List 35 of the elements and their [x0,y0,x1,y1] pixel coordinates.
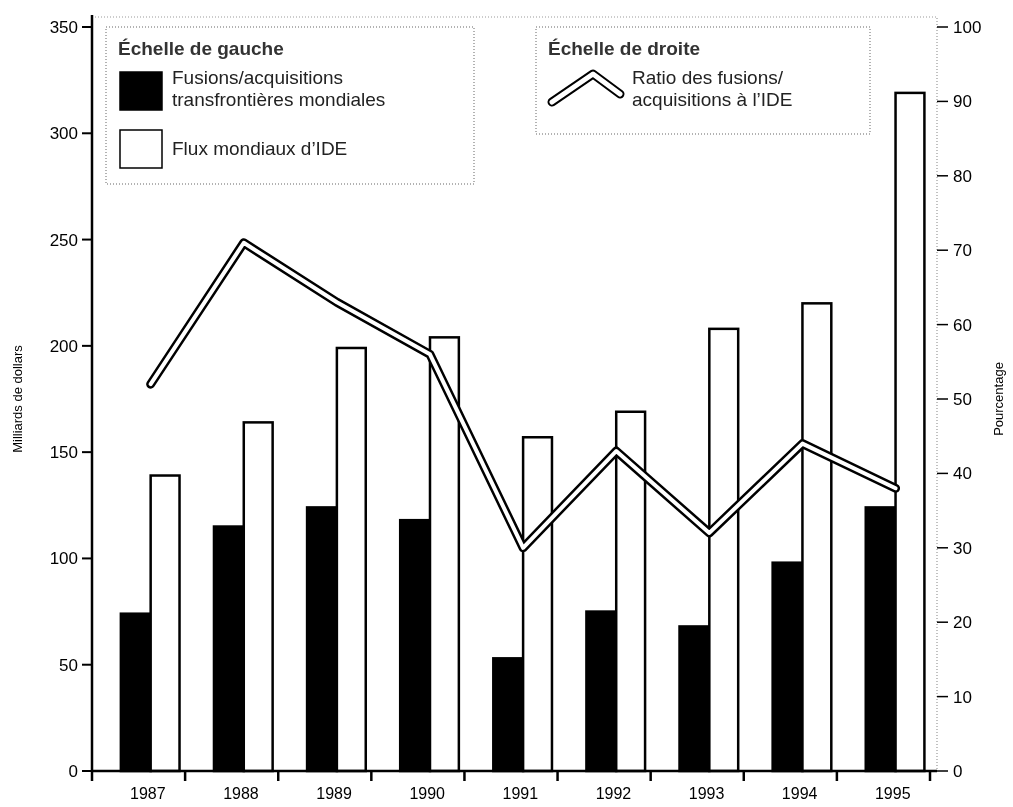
x-tick-label: 1991 [502,785,539,802]
x-tick-label: 1989 [316,785,352,802]
y2-tick-label: 70 [953,241,972,261]
y2-tick-label: 60 [953,315,972,335]
y-tick-label: 350 [49,17,78,37]
y-axis-title: Milliards de dollars [10,344,25,453]
y2-tick-label: 0 [953,761,963,781]
x-tick-label: 1988 [223,785,259,802]
y-tick-label: 200 [49,336,78,356]
y2-tick-label: 50 [953,389,972,409]
x-tick-label: 1992 [595,785,632,802]
annotation: Échelle de droite [548,38,701,59]
x-tick-label: 1990 [409,785,446,802]
y2-tick-label: 40 [953,464,972,484]
x-tick-label: 1987 [130,785,166,802]
y2-tick-label: 30 [953,538,972,558]
x-tick-label: 1994 [781,785,818,802]
legend-label: Ratio des fusions/ acquisitions à l’IDE [632,67,793,110]
y2-tick-label: 90 [953,92,972,112]
y-tick-label: 150 [49,443,78,463]
x-tick-label: 1995 [874,785,911,802]
legend-label: Fusions/acquisitions transfrontières mondiales [172,67,386,110]
annotation: Échelle de gauche [118,38,284,59]
x-tick-label: 1993 [688,785,725,802]
y-tick-label: 300 [49,124,78,144]
y2-tick-label: 80 [953,166,972,186]
y-tick-label: 0 [68,761,78,781]
y2-tick-label: 100 [953,17,982,37]
y-tick-label: 50 [59,655,78,675]
legend-label: Flux mondiaux d’IDE [172,138,348,159]
y2-axis-title: Pourcentage [991,362,1006,436]
y-tick-label: 250 [49,230,78,250]
y-tick-label: 100 [49,549,78,569]
y2-tick-label: 20 [953,613,972,633]
y2-tick-label: 10 [953,687,972,707]
